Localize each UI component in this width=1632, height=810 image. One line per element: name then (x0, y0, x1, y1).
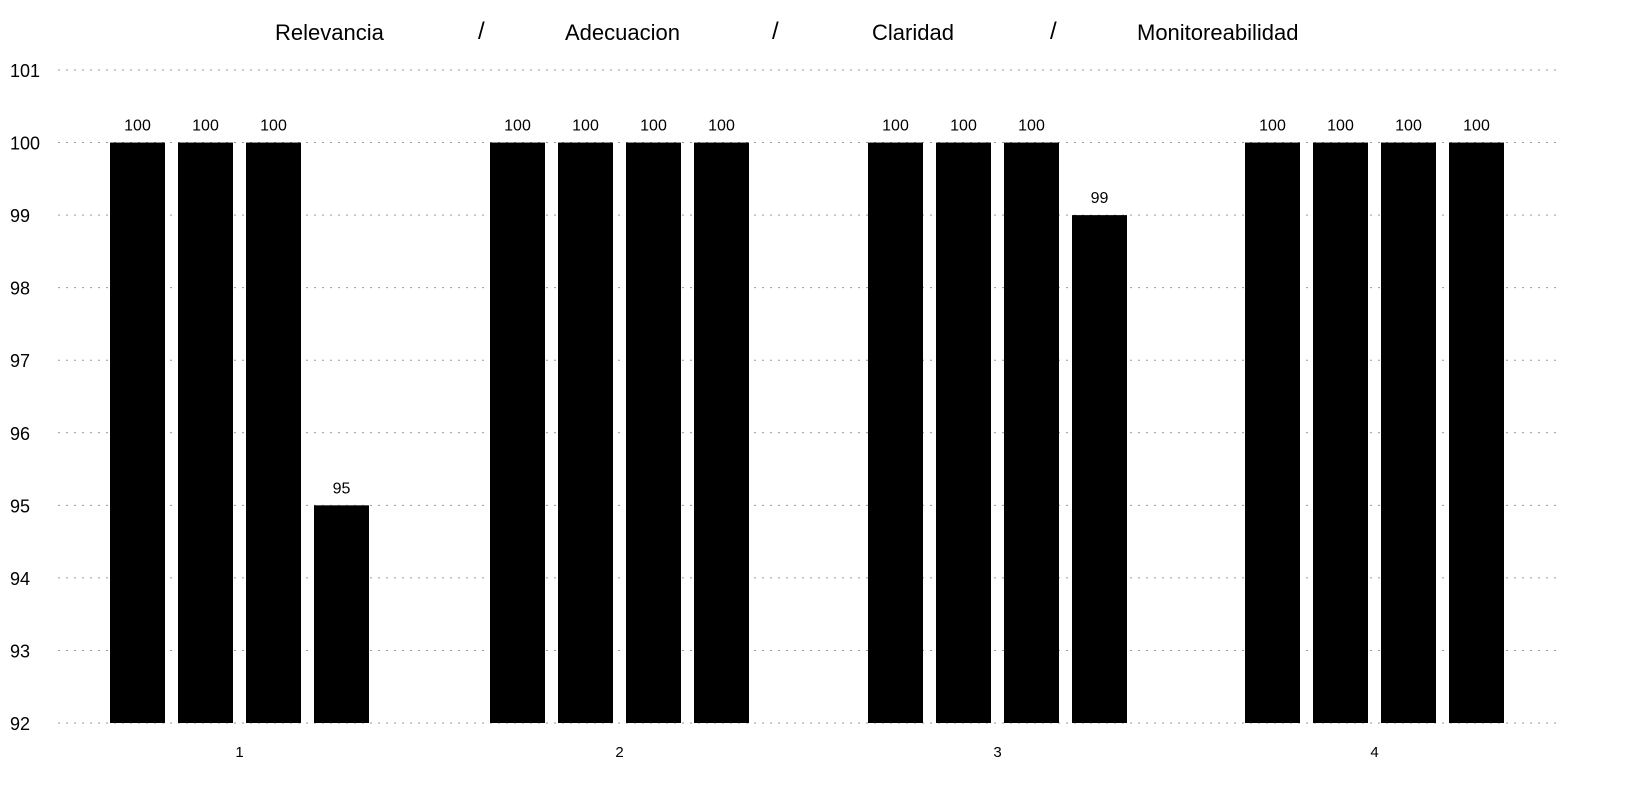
x-tick-label: 3 (993, 744, 1001, 761)
legend-separator: / (772, 18, 779, 45)
data-label: 100 (260, 118, 287, 135)
data-label: 100 (640, 118, 667, 135)
bar (626, 142, 681, 724)
data-label: 100 (124, 118, 151, 135)
data-label: 95 (333, 480, 351, 497)
bar (1004, 142, 1059, 724)
legend-separator: / (478, 18, 485, 45)
data-label: 100 (950, 118, 977, 135)
data-label: 99 (1091, 190, 1109, 207)
bar (246, 142, 301, 724)
bar (868, 142, 923, 724)
data-label: 100 (1018, 118, 1045, 135)
legend-label-relevancia: Relevancia (275, 20, 384, 45)
data-label: 100 (1463, 118, 1490, 135)
y-tick-label: 95 (10, 496, 30, 516)
y-tick-label: 99 (10, 206, 30, 226)
y-tick-label: 97 (10, 351, 30, 371)
bar (178, 142, 233, 724)
legend-label-monitoreabilidad: Monitoreabilidad (1137, 20, 1299, 45)
data-label: 100 (882, 118, 909, 135)
y-tick-label: 94 (10, 569, 30, 589)
x-tick-label: 4 (1370, 744, 1378, 761)
legend-label-claridad: Claridad (872, 20, 954, 45)
legend-label-adecuacion: Adecuacion (565, 20, 680, 45)
bar (110, 142, 165, 724)
y-tick-label: 98 (10, 279, 30, 299)
data-label: 100 (192, 118, 219, 135)
y-tick-label: 101 (10, 61, 40, 81)
y-tick-label: 92 (10, 714, 30, 734)
bar (1072, 215, 1127, 723)
data-label: 100 (1395, 118, 1422, 135)
x-tick-label: 2 (615, 744, 623, 761)
y-tick-label: 96 (10, 424, 30, 444)
bar (558, 142, 613, 724)
y-tick-label: 100 (10, 134, 40, 154)
x-tick-label: 1 (235, 744, 243, 761)
data-label: 100 (1327, 118, 1354, 135)
data-label: 100 (572, 118, 599, 135)
bar (1245, 142, 1300, 724)
bar (314, 505, 369, 723)
y-tick-label: 93 (10, 641, 30, 661)
data-label: 100 (1259, 118, 1286, 135)
bar (490, 142, 545, 724)
data-label: 100 (504, 118, 531, 135)
bar (1381, 142, 1436, 724)
bar (694, 142, 749, 724)
bar (1313, 142, 1368, 724)
bar (1449, 142, 1504, 724)
legend-separator: / (1050, 18, 1057, 45)
data-label: 100 (708, 118, 735, 135)
bar (936, 142, 991, 724)
